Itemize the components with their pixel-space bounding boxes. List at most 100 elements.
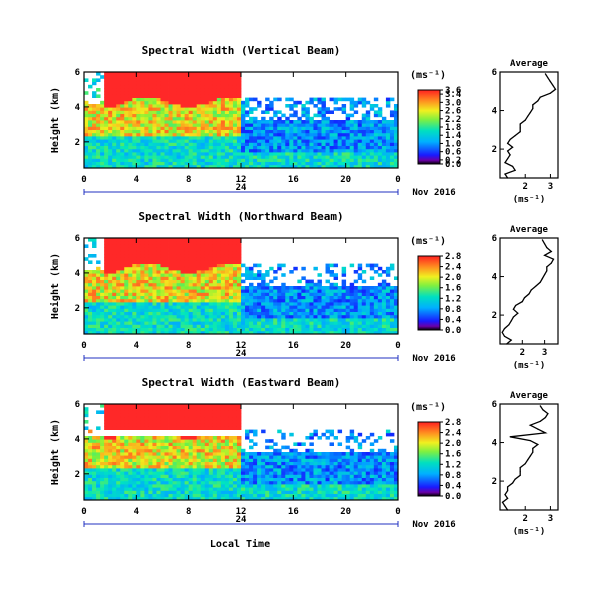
profile-point (508, 324, 510, 326)
profile-point (529, 455, 531, 457)
profile-point (550, 262, 552, 264)
profile-point (512, 316, 515, 318)
x-tick-label: 12 (236, 507, 247, 517)
panel-title: Spectral Width (Northward Beam) (138, 210, 343, 223)
profile-xlabel: (ms⁻¹) (513, 527, 546, 537)
profile-frame (499, 71, 559, 179)
x-tick-label: 8 (186, 175, 191, 185)
colorbar-unit: (ms⁻¹) (410, 236, 446, 247)
profile-point (504, 505, 506, 507)
profile-y-tick-label: 2 (492, 311, 497, 321)
colorbar (417, 89, 441, 165)
y-axis-label: Height (km) (49, 87, 61, 153)
profile-title: Average (510, 225, 549, 235)
profile-x-tick-label: 2 (523, 514, 528, 524)
y-tick-label: 4 (75, 435, 81, 445)
profile-point (503, 335, 506, 337)
x-tick-label: 20 (340, 175, 351, 185)
profile-point (501, 501, 504, 503)
profile-point (519, 131, 521, 133)
profile-point (510, 320, 512, 322)
profile-point (509, 138, 511, 141)
colorbar-tick-label: 0.6 (445, 148, 461, 158)
profile-point (552, 258, 555, 260)
profile-point (517, 312, 519, 314)
date-label: Nov 2016 (412, 520, 455, 530)
x-tick-label: 0 (81, 341, 86, 351)
colorbar-tick-label: 0.8 (445, 471, 461, 481)
profile-point (544, 254, 546, 256)
profile-point (501, 331, 503, 333)
heatmap-field (84, 72, 399, 169)
profile-point (504, 162, 506, 164)
profile-point (523, 297, 526, 299)
colorbar-tick-label: 0.0 (445, 492, 461, 502)
colorbar-tick-label: 0.0 (445, 326, 461, 336)
profile-point (509, 436, 511, 438)
heatmap-field (84, 238, 399, 335)
profile-point (546, 266, 548, 268)
profile-xlabel: (ms⁻¹) (513, 361, 546, 371)
profile-point (542, 409, 544, 411)
profile-point (511, 482, 514, 484)
colorbar-tick-label: 2.0 (445, 439, 461, 449)
x-tick-label: 20 (340, 507, 351, 517)
profile-point (507, 150, 509, 152)
day-label: 24 (236, 515, 247, 525)
x-tick-label: 12 (236, 341, 247, 351)
profile-point (544, 416, 547, 419)
profile-x-tick-label: 2 (520, 348, 525, 358)
profile-point (519, 127, 521, 129)
profile-point (506, 343, 508, 345)
colorbar-tick-label: 2.4 (445, 429, 462, 439)
profile-point (537, 100, 539, 102)
profile-point (530, 289, 532, 291)
y-tick-label: 2 (75, 470, 80, 480)
profile-point (514, 169, 516, 171)
y-axis-label: Height (km) (49, 253, 61, 319)
colorbar-unit: (ms⁻¹) (410, 70, 446, 81)
profile-point (549, 81, 552, 83)
colorbar-tick-label: 0.4 (445, 315, 462, 325)
y-tick-label: 4 (75, 269, 81, 279)
x-tick-label: 16 (288, 175, 299, 185)
colorbar-tick-label: 0.0 (445, 160, 461, 170)
x-tick-label: 4 (134, 507, 140, 517)
x-tick-label: 8 (186, 341, 191, 351)
colorbar-tick-label: 0.2 (445, 156, 461, 166)
profile-point (511, 165, 514, 167)
profile-point (528, 293, 530, 295)
profile-point (539, 420, 541, 422)
profile-point (544, 243, 546, 245)
profile-point (544, 432, 547, 434)
colorbar-tick-label: 2.8 (445, 252, 461, 262)
date-label: Nov 2016 (412, 354, 455, 364)
profile-point (507, 158, 509, 160)
profile-point (544, 73, 547, 75)
profile-point (510, 339, 512, 341)
profile-point (535, 285, 537, 287)
profile-point (507, 509, 509, 511)
profile-y-tick-label: 4 (492, 439, 498, 449)
profile-point (524, 463, 526, 465)
colorbar-tick-label: 3.6 (445, 86, 461, 96)
colorbar-tick-label: 2.4 (445, 263, 462, 273)
colorbar-tick-label: 0.8 (445, 305, 461, 315)
profile-point (550, 250, 552, 253)
profile-point (529, 111, 531, 114)
colorbar-tick-label: 1.2 (445, 294, 461, 304)
profile-point (546, 247, 548, 249)
x-tick-label: 0 (81, 175, 86, 185)
profile-point (507, 177, 509, 179)
profile-point (527, 459, 529, 461)
profile-y-tick-label: 6 (492, 68, 497, 78)
profile-point (537, 428, 539, 430)
profile-point (532, 447, 534, 449)
profile-point (541, 239, 544, 241)
x-tick-label: 20 (340, 341, 351, 351)
profile-x-tick-label: 2 (523, 182, 528, 192)
profile-point (504, 494, 506, 496)
profile-point (544, 274, 546, 276)
y-tick-label: 6 (75, 68, 80, 78)
